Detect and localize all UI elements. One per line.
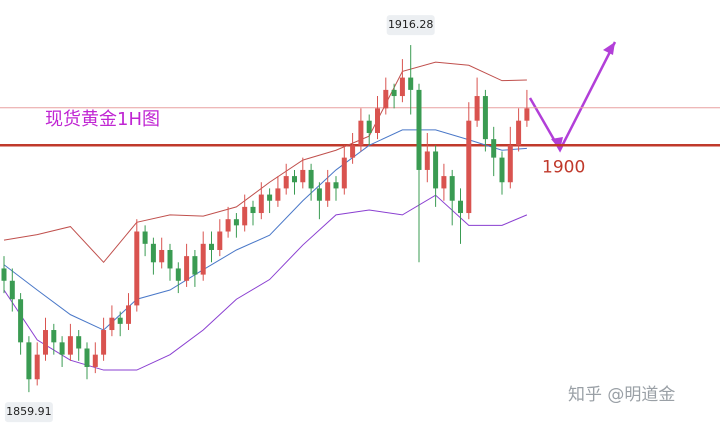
- candle-body: [325, 182, 331, 201]
- candle-body: [308, 169, 314, 189]
- candle-body: [408, 77, 414, 90]
- candle-body: [92, 354, 98, 367]
- candle-body: [458, 200, 463, 214]
- candle-body: [383, 89, 389, 109]
- candle-body: [134, 231, 140, 306]
- candle-body: [59, 342, 65, 355]
- candle-body: [433, 151, 439, 189]
- candle-body: [292, 176, 297, 183]
- candle-body: [482, 96, 488, 140]
- price-tag: 1916.28: [388, 18, 434, 31]
- candle-body: [283, 176, 289, 189]
- candle-body: [391, 89, 397, 97]
- candle-body: [34, 354, 40, 380]
- candle-body: [333, 182, 339, 189]
- candle-body: [524, 108, 530, 121]
- candle-body: [150, 243, 156, 263]
- price-tag-bg: [4, 402, 53, 423]
- candle-body: [350, 145, 356, 158]
- candle-body: [26, 342, 32, 380]
- candle-body: [167, 249, 173, 269]
- candle-body: [51, 330, 57, 343]
- candle-body: [126, 305, 131, 324]
- candle-body: [109, 317, 115, 331]
- candle-body: [416, 89, 422, 170]
- candle-body: [449, 176, 455, 201]
- candle-body: [316, 188, 322, 201]
- candle-body: [233, 219, 239, 226]
- candle-body: [159, 249, 165, 263]
- band-line: [3, 129, 527, 331]
- candle-body: [507, 145, 513, 183]
- candle-body: [516, 120, 522, 146]
- candle-body: [225, 219, 231, 232]
- candle-body: [9, 280, 15, 300]
- candle-body: [117, 317, 123, 324]
- candle-body: [76, 336, 82, 349]
- price-tag: 1859.91: [6, 405, 52, 418]
- arrow-head: [551, 137, 563, 150]
- candle-body: [499, 157, 505, 183]
- watermark: 知乎 @明道金: [568, 385, 675, 405]
- price-tag-bg: [386, 15, 435, 36]
- candle-body: [175, 268, 181, 281]
- candle-body: [300, 169, 306, 183]
- candle-body: [84, 348, 90, 367]
- level-label: 1900: [542, 157, 585, 177]
- candle-body: [217, 231, 223, 250]
- candle-body: [366, 120, 372, 133]
- candle-body: [209, 243, 214, 250]
- band-line: [3, 194, 528, 371]
- candle-body: [200, 243, 206, 275]
- candle-body: [267, 194, 273, 201]
- chart-title: 现货黄金1H图: [45, 109, 160, 130]
- candle-body: [358, 120, 364, 146]
- candle-body: [250, 206, 256, 214]
- band-line: [3, 61, 527, 264]
- candle-body: [142, 231, 148, 244]
- candle-body: [491, 139, 497, 158]
- candle-body: [67, 336, 73, 355]
- candle-body: [18, 299, 24, 343]
- candle-body: [399, 77, 405, 97]
- candle-body: [474, 96, 480, 121]
- candle-body: [424, 151, 430, 170]
- candle-body: [43, 330, 48, 355]
- candle-body: [375, 108, 380, 133]
- candle-body: [441, 176, 447, 189]
- forecast-arrow: [528, 41, 617, 153]
- candle-body: [242, 206, 248, 226]
- candle-body: [275, 188, 281, 201]
- candle-body: [466, 120, 472, 214]
- candle-body: [1, 268, 7, 281]
- candle-body: [341, 157, 347, 189]
- candle-body: [192, 256, 198, 275]
- arrow-head: [603, 42, 615, 55]
- candle-body: [258, 194, 264, 214]
- candle-body: [101, 330, 107, 355]
- candle-body: [184, 256, 190, 281]
